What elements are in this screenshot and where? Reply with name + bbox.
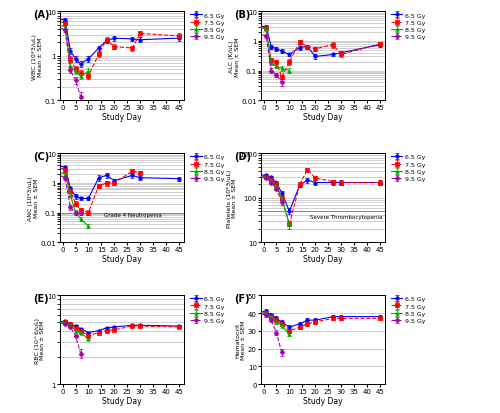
Text: Severe Thrombocytopenia: Severe Thrombocytopenia [310, 214, 382, 219]
Text: (D): (D) [234, 151, 250, 161]
Legend: 6.5 Gy, 7.5 Gy, 8.5 Gy, 9.5 Gy: 6.5 Gy, 7.5 Gy, 8.5 Gy, 9.5 Gy [388, 294, 428, 326]
Text: (F): (F) [234, 293, 250, 303]
Legend: 6.5 Gy, 7.5 Gy, 8.5 Gy, 9.5 Gy: 6.5 Gy, 7.5 Gy, 8.5 Gy, 9.5 Gy [188, 11, 227, 43]
X-axis label: Study Day: Study Day [102, 396, 142, 405]
Legend: 6.5 Gy, 7.5 Gy, 8.5 Gy, 9.5 Gy: 6.5 Gy, 7.5 Gy, 8.5 Gy, 9.5 Gy [188, 152, 227, 184]
X-axis label: Study Day: Study Day [303, 254, 343, 263]
Text: (E): (E) [32, 293, 48, 303]
Y-axis label: Platelets (10*3/uL)
Mean ± SEM: Platelets (10*3/uL) Mean ± SEM [226, 169, 237, 227]
Y-axis label: RBC (10^6/uL)
Mean ± SEM: RBC (10^6/uL) Mean ± SEM [34, 317, 46, 363]
Legend: 6.5 Gy, 7.5 Gy, 8.5 Gy, 9.5 Gy: 6.5 Gy, 7.5 Gy, 8.5 Gy, 9.5 Gy [188, 294, 227, 326]
Text: (A): (A) [32, 10, 49, 20]
Text: Grade 4 Neutropenia: Grade 4 Neutropenia [104, 213, 162, 218]
Text: (B): (B) [234, 10, 250, 20]
Y-axis label: ANC (10*3/uL)
Mean ± SEM: ANC (10*3/uL) Mean ± SEM [28, 176, 38, 221]
Y-axis label: Hematocrit
Mean ± SEM: Hematocrit Mean ± SEM [236, 320, 246, 360]
Legend: 6.5 Gy, 7.5 Gy, 8.5 Gy, 9.5 Gy: 6.5 Gy, 7.5 Gy, 8.5 Gy, 9.5 Gy [388, 152, 428, 184]
Legend: 6.5 Gy, 7.5 Gy, 8.5 Gy, 9.5 Gy: 6.5 Gy, 7.5 Gy, 8.5 Gy, 9.5 Gy [388, 11, 428, 43]
Text: (C): (C) [32, 151, 49, 161]
Y-axis label: ALC (K/uL)
Mean ± SEM: ALC (K/uL) Mean ± SEM [229, 37, 239, 76]
Y-axis label: WBC (10*3/uL)
Mean ± SEM: WBC (10*3/uL) Mean ± SEM [32, 34, 43, 80]
X-axis label: Study Day: Study Day [303, 112, 343, 121]
X-axis label: Study Day: Study Day [102, 112, 142, 121]
X-axis label: Study Day: Study Day [102, 254, 142, 263]
X-axis label: Study Day: Study Day [303, 396, 343, 405]
